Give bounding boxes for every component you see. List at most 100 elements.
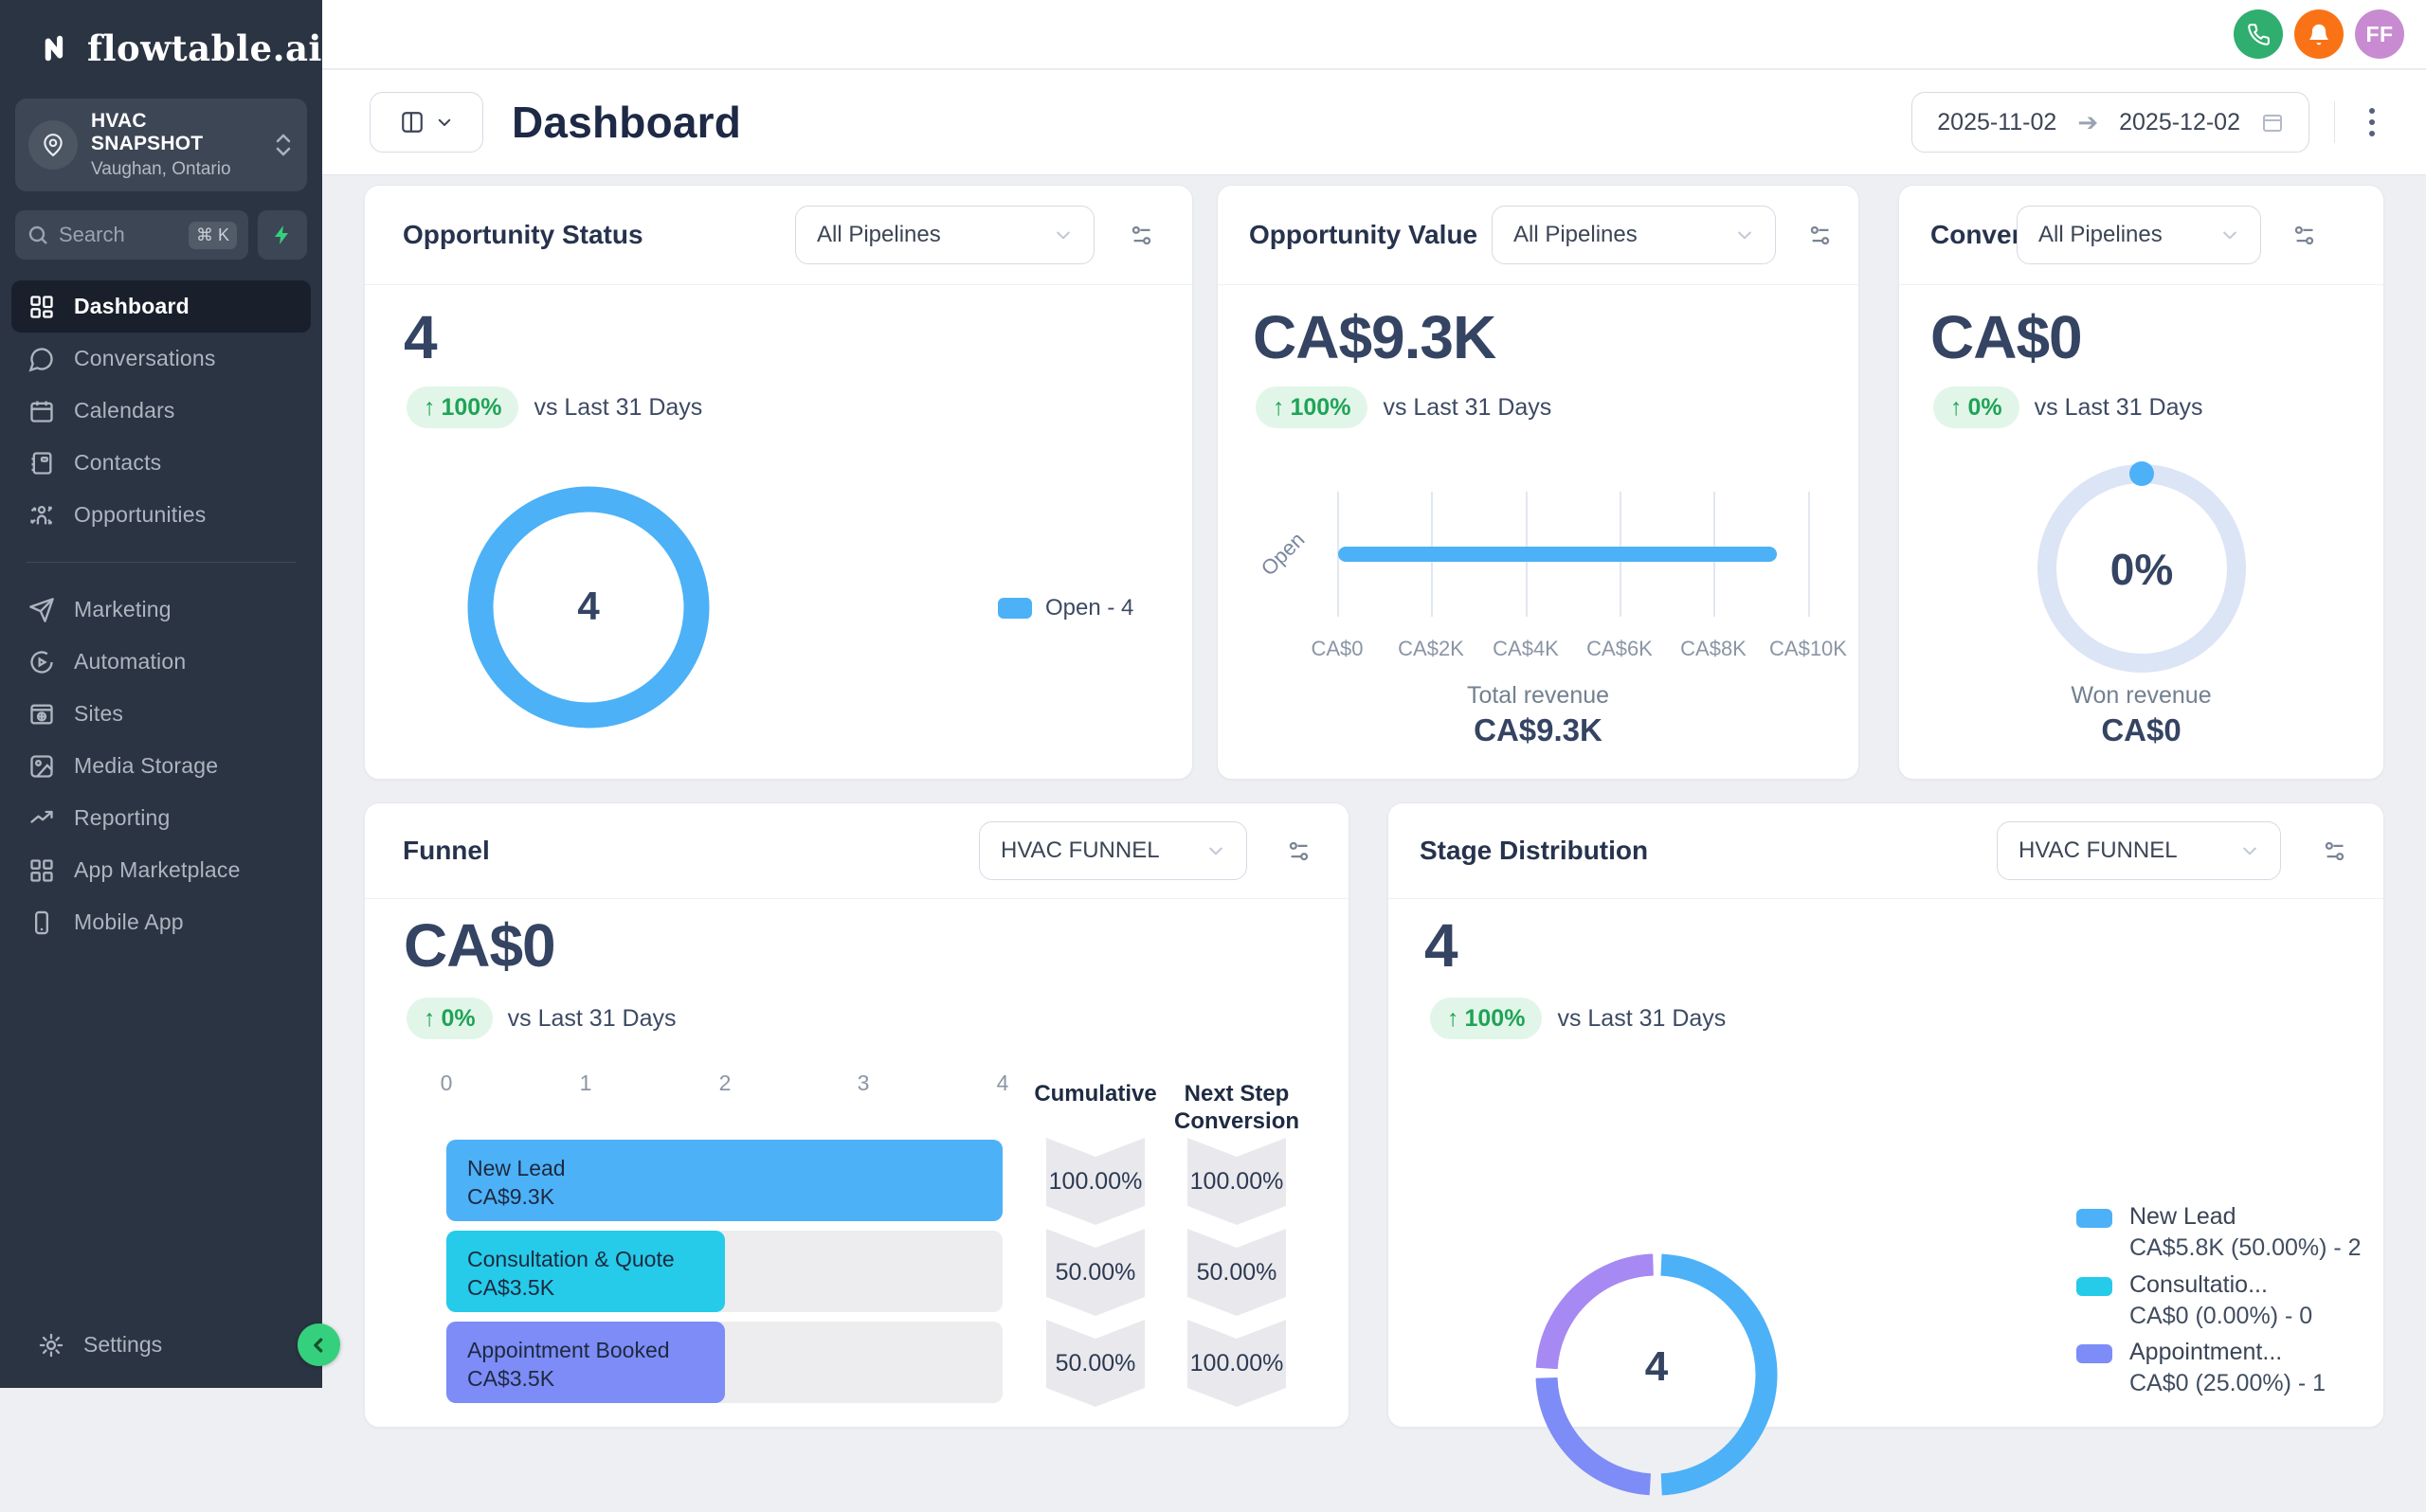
more-options-button[interactable]	[2360, 99, 2384, 146]
conversion-card: Conversion All Pipelines CA$0 ↑0% vs Las…	[1898, 185, 2384, 780]
chat-bubble-icon	[28, 347, 53, 372]
pipeline-select[interactable]: All Pipelines	[1492, 206, 1776, 264]
funnel-row[interactable]: Consultation & Quote CA$3.5K	[446, 1231, 1003, 1312]
segment-new-lead	[1535, 1253, 1778, 1496]
sidebar-item-label: App Marketplace	[74, 857, 241, 882]
avatar[interactable]: FF	[2355, 9, 2404, 59]
total-revenue-label: Total revenue	[1466, 682, 1610, 709]
sidebar-divider	[27, 562, 296, 563]
sidebar-item-label: Marketing	[74, 597, 172, 621]
widget-settings-icon[interactable]	[2322, 838, 2347, 864]
delta-badge: ↑ 100%	[1430, 998, 1543, 1039]
smartphone-icon	[35, 910, 48, 934]
tick-label: CA$0	[1311, 637, 1364, 660]
widget-settings-icon[interactable]	[2291, 223, 2317, 248]
compare-label: vs Last 31 Days	[2034, 393, 2203, 421]
dashboard-view-switcher[interactable]	[370, 92, 483, 153]
chevron-down-icon	[1209, 847, 1222, 855]
funnel-card: Funnel HVAC FUNNEL CA$0 ↑ 0% vs Last 31 D…	[364, 802, 1349, 1428]
axis-label: 4	[996, 1071, 1009, 1095]
widget-settings-icon[interactable]	[1286, 838, 1312, 864]
chevron-down-icon	[1738, 231, 1751, 240]
sidebar-item-conversations[interactable]: Conversations	[11, 333, 311, 385]
stage-amount: CA$3.5K	[467, 1275, 555, 1300]
stage-name: New Lead	[467, 1156, 566, 1180]
compare-label: vs Last 31 Days	[507, 1004, 677, 1032]
sidebar-item-dashboard[interactable]: Dashboard	[11, 280, 311, 333]
compare-label: vs Last 31 Days	[1383, 393, 1552, 421]
widget-settings-icon[interactable]	[1807, 223, 1833, 248]
card-header: Stage Distribution HVAC FUNNEL	[1388, 803, 2383, 899]
tick-label: CA$6K	[1586, 637, 1653, 660]
workspace-selector[interactable]: HVAC SNAPSHOT Vaughan, Ontario	[15, 99, 307, 191]
sidebar-item-contacts[interactable]: Contacts	[11, 437, 311, 489]
axis-label: 0	[440, 1071, 453, 1095]
sidebar-item-label: Dashboard	[74, 294, 190, 318]
phone-button[interactable]	[2234, 9, 2283, 59]
sidebar-item-app-marketplace[interactable]: App Marketplace	[11, 844, 311, 896]
chevron-down-icon	[438, 118, 451, 126]
legend-detail: CA$5.8K (50.00%) - 2	[2129, 1234, 2362, 1261]
legend-swatch	[2076, 1277, 2112, 1296]
widget-settings-icon[interactable]	[1129, 223, 1154, 248]
sidebar-item-opportunities[interactable]: Opportunities	[11, 489, 311, 541]
funnel-row[interactable]: New Lead CA$9.3K	[446, 1140, 1003, 1221]
delta-badge: ↑ 0%	[1933, 387, 2019, 428]
cumulative-value: 50.00%	[1046, 1229, 1145, 1316]
open-value-bar	[1338, 547, 1777, 562]
donut-center-value: 4	[577, 584, 600, 628]
play-circle-icon	[30, 650, 53, 674]
card-title: Opportunity Status	[403, 220, 643, 249]
pipeline-select-value: All Pipelines	[1513, 222, 1638, 247]
sidebar-item-reporting[interactable]: Reporting	[11, 792, 311, 844]
stage-name: Consultation & Quote	[467, 1247, 675, 1271]
sidebar-item-label: Media Storage	[74, 753, 219, 778]
page-header: Dashboard 2025-11-02 ➔ 2025-12-02	[322, 70, 2426, 175]
funnel-select[interactable]: HVAC FUNNEL	[979, 821, 1247, 880]
delta-badge: ↑ 100%	[1256, 387, 1368, 428]
tick-label: CA$10K	[1769, 637, 1847, 660]
funnel-row[interactable]: Appointment Booked CA$3.5K	[446, 1322, 1003, 1403]
page-title: Dashboard	[512, 98, 742, 147]
brand-logo: flowtable.ai	[0, 0, 322, 91]
trend-line-icon	[30, 810, 53, 823]
card-header: Opportunity Value All Pipelines	[1218, 186, 1858, 285]
sidebar-item-settings[interactable]: Settings	[11, 1319, 189, 1371]
phone-icon	[2247, 23, 2270, 45]
sidebar-item-calendars[interactable]: Calendars	[11, 385, 311, 437]
avatar-initials: FF	[2365, 21, 2394, 46]
lightning-icon	[275, 225, 288, 244]
gauge-progress-dot	[2129, 461, 2154, 486]
funnel-select-value: HVAC FUNNEL	[1001, 837, 1160, 863]
stage-name: Appointment Booked	[467, 1338, 670, 1362]
funnel-select[interactable]: HVAC FUNNEL	[1997, 821, 2281, 880]
delta-badge: ↑ 0%	[407, 998, 493, 1039]
sidebar-item-media-storage[interactable]: Media Storage	[11, 740, 311, 792]
sidebar-item-label: Settings	[83, 1332, 163, 1357]
notifications-button[interactable]	[2294, 9, 2344, 59]
delta-badge: ↑ 100%	[407, 387, 519, 428]
cumulative-value: 50.00%	[1046, 1320, 1145, 1407]
paper-plane-icon	[29, 597, 54, 622]
legend-name: Consultatio...	[2129, 1271, 2268, 1298]
sidebar-item-automation[interactable]: Automation	[11, 636, 311, 688]
search-input[interactable]: Search ⌘ K	[15, 210, 248, 260]
kpi-value: 4	[404, 303, 438, 371]
date-range-picker[interactable]: 2025-11-02 ➔ 2025-12-02	[1911, 92, 2309, 153]
legend-swatch	[2076, 1344, 2112, 1363]
compare-label: vs Last 31 Days	[1557, 1004, 1727, 1032]
card-header: Conversion All Pipelines	[1899, 186, 2383, 285]
sidebar-item-marketing[interactable]: Marketing	[11, 584, 311, 636]
sidebar-collapse-button[interactable]	[298, 1323, 340, 1366]
quick-actions-button[interactable]	[258, 210, 307, 260]
cumulative-value: 100.00%	[1046, 1138, 1145, 1225]
sidebar-item-mobile-app[interactable]: Mobile App	[11, 896, 311, 948]
sidebar-item-sites[interactable]: Sites	[11, 688, 311, 740]
pipeline-select[interactable]: All Pipelines	[795, 206, 1095, 264]
pipeline-select[interactable]: All Pipelines	[2017, 206, 2261, 264]
date-start: 2025-11-02	[1937, 108, 2057, 135]
chevron-down-icon	[2243, 847, 2256, 855]
sidebar-nav: Dashboard Conversations Calendars Contac…	[0, 280, 322, 541]
axis-label: 1	[579, 1071, 592, 1095]
sidebar-item-label: Automation	[74, 649, 187, 674]
